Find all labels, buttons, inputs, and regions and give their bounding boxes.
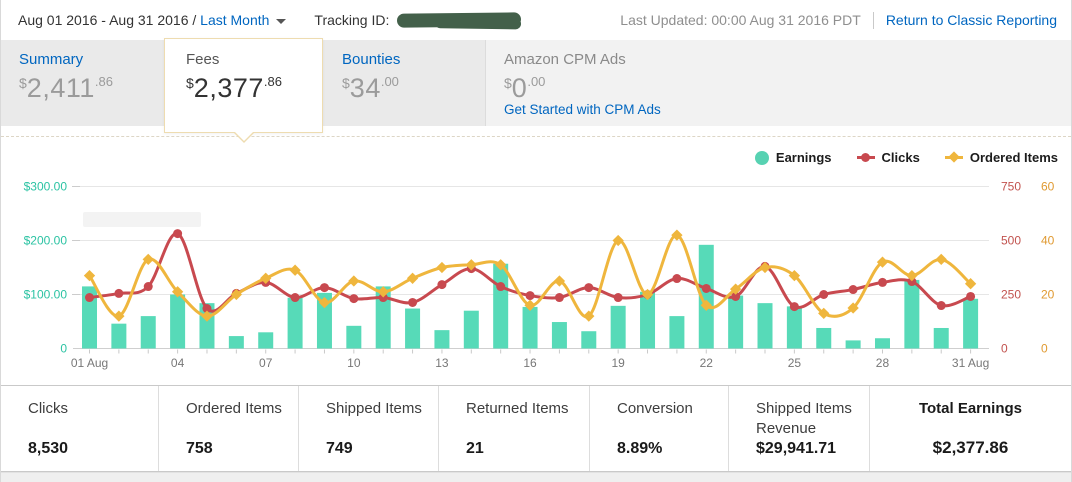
svg-text:250: 250	[1001, 288, 1021, 302]
tab-cpm-ads: Amazon CPM Ads $0.00 Get Started with CP…	[485, 40, 1071, 126]
svg-text:19: 19	[611, 356, 625, 370]
top-bar: Aug 01 2016 - Aug 31 2016 / Last Month T…	[1, 0, 1071, 40]
svg-text:60: 60	[1041, 180, 1055, 194]
svg-text:10: 10	[347, 356, 361, 370]
tracking-id-label: Tracking ID:	[314, 12, 390, 28]
date-preset-dropdown[interactable]: Last Month	[200, 12, 270, 28]
chart-panel: Earnings Clicks Ordered Items $300.00 $20…	[1, 136, 1071, 385]
svg-text:$200.00: $200.00	[24, 234, 68, 248]
svg-text:$300.00: $300.00	[24, 180, 68, 194]
svg-text:25: 25	[788, 356, 802, 370]
svg-text:28: 28	[876, 356, 890, 370]
legend-ordered[interactable]: Ordered Items	[944, 150, 1058, 165]
tab-bounties[interactable]: Bounties $34.00	[324, 40, 484, 126]
svg-text:13: 13	[435, 356, 449, 370]
tab-bounties-value: $34.00	[342, 73, 399, 103]
svg-text:$100.00: $100.00	[24, 288, 68, 302]
svg-text:20: 20	[1041, 288, 1055, 302]
svg-text:07: 07	[259, 356, 273, 370]
tab-label: Bounties	[342, 51, 401, 68]
divider	[872, 11, 874, 29]
chevron-down-icon[interactable]	[276, 18, 287, 24]
svg-text:04: 04	[171, 356, 185, 370]
svg-text:0: 0	[60, 342, 67, 356]
page-footer-strip	[1, 472, 1071, 482]
tab-label: Fees	[186, 51, 220, 68]
svg-text:0: 0	[1041, 342, 1048, 356]
last-updated-text: Last Updated: 00:00 Aug 31 2016 PDT	[620, 12, 861, 28]
stat-shipped-items: Shipped Items 749	[298, 386, 438, 471]
tab-fees-selected[interactable]: Fees $2,377.86	[164, 38, 323, 143]
stat-total-earnings: Total Earnings $2,377.86	[869, 386, 1071, 471]
stat-returned-items: Returned Items 21	[438, 386, 589, 471]
svg-text:500: 500	[1001, 234, 1021, 248]
summary-stats-bar: Clicks 8,530 Ordered Items 758 Shipped Ite…	[1, 385, 1071, 472]
tab-cpm-value: $0.00	[504, 73, 546, 103]
cpm-get-started-link[interactable]: Get Started with CPM Ads	[504, 102, 661, 117]
tab-summary-value: $2,411.86	[19, 73, 113, 103]
legend-label: Earnings	[775, 150, 832, 165]
svg-text:0: 0	[1001, 342, 1008, 356]
tab-fees-value: $2,377.86	[186, 73, 282, 103]
stat-conversion: Conversion 8.89%	[589, 386, 728, 471]
stat-shipped-revenue: Shipped Items Revenue $29,941.71	[728, 386, 869, 471]
ordered-items-marker-icon	[944, 151, 963, 163]
legend-label: Clicks	[881, 150, 920, 165]
svg-text:16: 16	[523, 356, 537, 370]
svg-text:22: 22	[700, 356, 714, 370]
svg-text:31 Aug: 31 Aug	[952, 356, 989, 370]
legend-earnings[interactable]: Earnings	[754, 150, 832, 165]
svg-text:40: 40	[1041, 234, 1055, 248]
tracking-id-redacted	[397, 12, 522, 28]
date-range: Aug 01 2016 - Aug 31 2016 /	[18, 12, 197, 28]
stat-clicks: Clicks 8,530	[28, 400, 69, 457]
stat-ordered-items: Ordered Items 758	[158, 386, 298, 471]
svg-text:01 Aug: 01 Aug	[71, 356, 108, 370]
tab-label: Summary	[19, 51, 84, 68]
chart-legend: Earnings Clicks Ordered Items	[754, 150, 1058, 165]
tab-label: Amazon CPM Ads	[504, 51, 626, 68]
tab-summary[interactable]: Summary $2,411.86	[1, 40, 164, 126]
earnings-marker-icon	[754, 150, 769, 165]
svg-text:750: 750	[1001, 180, 1021, 194]
earnings-chart: $300.00$200.00$100.000750500250060402000…	[24, 180, 1055, 371]
return-classic-link[interactable]: Return to Classic Reporting	[885, 12, 1057, 28]
earnings-tabs-band: Summary $2,411.86 Fees $2,377.86 Bountie…	[1, 38, 1071, 143]
legend-label: Ordered Items	[969, 150, 1058, 165]
clicks-marker-icon	[856, 153, 875, 162]
legend-clicks[interactable]: Clicks	[856, 150, 920, 165]
